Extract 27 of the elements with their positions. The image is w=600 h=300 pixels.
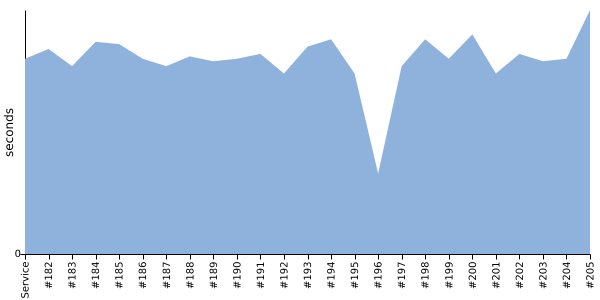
x-tick-label: #184	[91, 262, 102, 289]
x-tick-label: #201	[491, 262, 502, 289]
x-tick-label: #193	[303, 262, 314, 289]
x-tick-label: #196	[374, 262, 385, 289]
text: 0	[14, 249, 21, 260]
x-tick-label: #203	[538, 262, 550, 289]
x-tick-label: #191	[256, 262, 267, 289]
x-tick-label: #200	[468, 262, 479, 289]
y-axis-title: seconds	[2, 108, 16, 158]
x-tick-label: #187	[162, 262, 173, 289]
x-tick-label: #198	[420, 262, 432, 289]
x-tick-label: #189	[208, 262, 220, 289]
x-tick-label: #195	[350, 262, 362, 289]
x-tick-label: #194	[326, 262, 338, 289]
x-tick-label: #199	[444, 262, 456, 289]
x-tick-label: #183	[68, 262, 79, 289]
x-tick-label: #204	[562, 262, 573, 289]
x-tick-label: #185	[114, 262, 126, 289]
x-tick-label: #192	[279, 262, 290, 289]
x-tick-label: #197	[397, 262, 408, 289]
x-tick-label: #205	[586, 262, 596, 289]
x-tick-label: #190	[232, 262, 244, 289]
x-tick-label: #182	[44, 262, 56, 289]
x-tick-label: Service	[20, 262, 32, 298]
x-tick-label: #188	[185, 262, 196, 289]
x-tick-label: #186	[138, 262, 150, 289]
x-tick-label: #202	[514, 262, 526, 289]
